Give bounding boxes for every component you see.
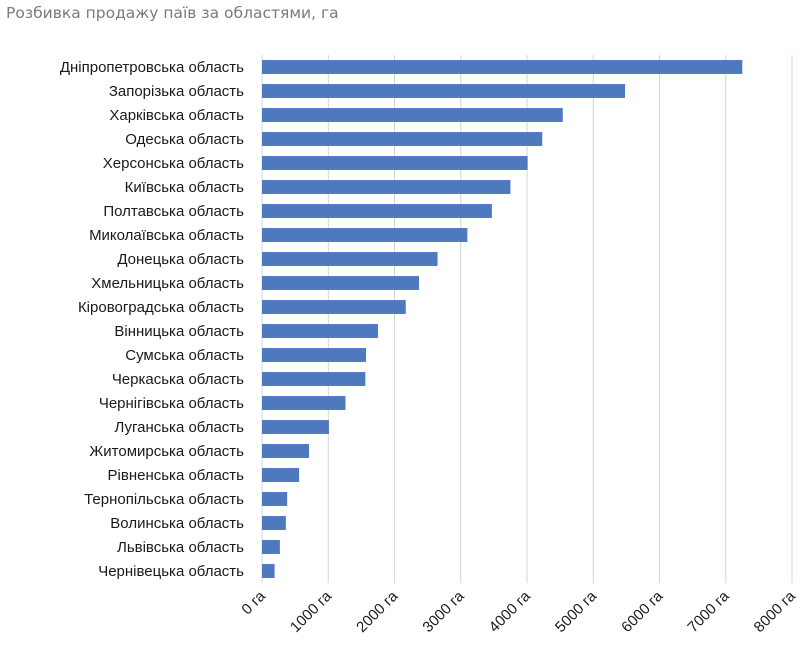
category-label: Луганська область — [114, 419, 244, 436]
bar — [262, 228, 468, 242]
category-label: Тернопільська область — [84, 491, 244, 508]
bar — [262, 372, 366, 386]
category-label: Вінницька область — [114, 323, 244, 340]
category-label: Чернівецька область — [98, 563, 244, 580]
bar — [262, 156, 528, 170]
category-label: Кіровоградська область — [78, 299, 244, 316]
category-label: Запорізька область — [109, 83, 244, 100]
x-tick-label: 0 га — [238, 587, 269, 618]
bar — [262, 108, 563, 122]
bar — [262, 300, 406, 314]
bar — [262, 60, 743, 74]
bar — [262, 396, 346, 410]
category-label: Донецька область — [117, 251, 244, 268]
category-label: Херсонська область — [103, 155, 244, 172]
category-label: Київська область — [125, 179, 245, 196]
category-label: Сумська область — [125, 347, 244, 364]
category-label: Волинська область — [110, 515, 244, 532]
x-tick-label: 8000 га — [751, 587, 800, 636]
category-label: Житомирська область — [89, 443, 244, 460]
bar — [262, 348, 367, 362]
bar — [262, 468, 300, 482]
category-label: Рівненська область — [108, 467, 245, 484]
category-label: Одеська область — [125, 131, 244, 148]
x-axis-tick-labels: 0 га 1000 га 2000 га 3000 га 4000 га 5000 га 6… — [238, 587, 799, 636]
category-label: Дніпропетровська область — [60, 59, 244, 76]
bars — [262, 60, 743, 578]
bar — [262, 276, 420, 290]
category-label: Чернігівська область — [99, 395, 244, 412]
bar — [262, 84, 626, 98]
x-tick-label: 6000 га — [618, 587, 667, 636]
bar — [262, 324, 378, 338]
bar — [262, 564, 275, 578]
category-label: Хмельницька область — [91, 275, 244, 292]
bar — [262, 252, 438, 266]
x-tick-label: 4000 га — [486, 587, 535, 636]
x-tick-label: 1000 га — [287, 587, 336, 636]
category-label: Полтавська область — [103, 203, 244, 220]
bar — [262, 444, 310, 458]
x-tick-label: 2000 га — [353, 587, 402, 636]
x-tick-label: 3000 га — [419, 587, 468, 636]
x-tick-label: 5000 га — [552, 587, 601, 636]
bar — [262, 420, 329, 434]
category-labels: Дніпропетровська область Запорізька облас… — [60, 59, 244, 580]
category-label: Львівська область — [117, 539, 244, 556]
gridlines — [261, 55, 793, 583]
x-tick-label: 7000 га — [684, 587, 733, 636]
bar — [262, 492, 288, 506]
bar — [262, 204, 492, 218]
bar — [262, 180, 511, 194]
bar — [262, 516, 286, 530]
category-label: Черкаська область — [112, 371, 244, 388]
bar — [262, 132, 543, 146]
chart-title: Розбивка продажу паїв за областями, га — [6, 4, 339, 22]
category-label: Миколаївська область — [89, 227, 244, 244]
bar — [262, 540, 280, 554]
category-label: Харківська область — [109, 107, 244, 124]
